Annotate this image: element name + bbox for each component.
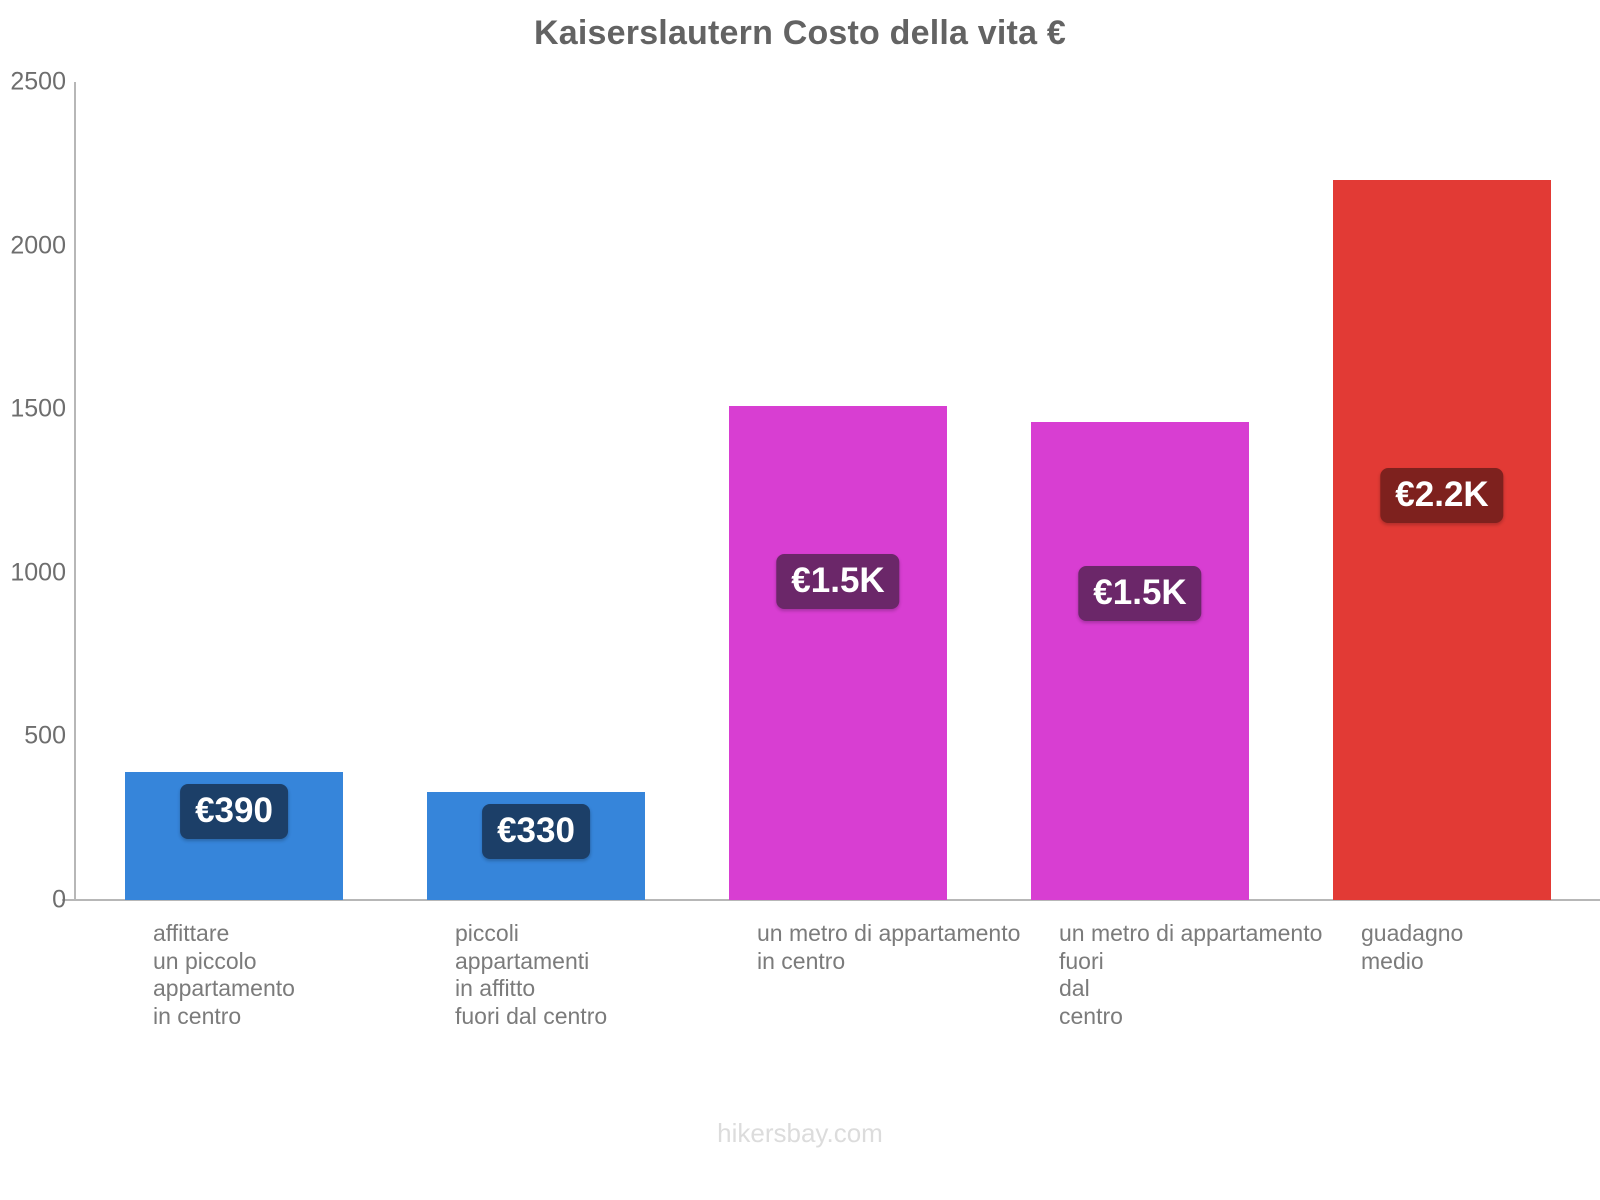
- y-axis-tick-mark: [70, 899, 78, 901]
- y-axis-tick-label: 2500: [10, 67, 66, 96]
- bar-value-label: €390: [180, 784, 288, 840]
- y-axis-line: [74, 82, 76, 900]
- y-axis-tick-label: 0: [52, 885, 66, 914]
- x-axis-category-label: guadagno medio: [1361, 920, 1464, 974]
- bar-rect: [729, 405, 947, 900]
- bar-rect: [1333, 180, 1551, 900]
- bar[interactable]: €1.5K: [729, 405, 947, 900]
- bar-value-label: €1.5K: [776, 554, 900, 610]
- bar[interactable]: €2.2K: [1333, 180, 1551, 900]
- bar[interactable]: €390: [125, 772, 343, 900]
- bar-rect: [1031, 422, 1249, 900]
- bar[interactable]: €330: [427, 792, 645, 900]
- x-axis-category-label: un metro di appartamento fuori dal centr…: [1059, 920, 1323, 1029]
- footer-credit: hikersbay.com: [717, 1118, 883, 1148]
- y-axis-tick-label: 1000: [10, 558, 66, 587]
- y-axis-tick-label: 2000: [10, 231, 66, 260]
- bar-value-label: €2.2K: [1380, 468, 1504, 524]
- x-axis-category-label: piccoli appartamenti in affitto fuori da…: [455, 920, 608, 1029]
- x-axis-category-label: affittare un piccolo appartamento in cen…: [153, 920, 295, 1029]
- y-axis-tick-label: 500: [24, 721, 66, 750]
- chart-title: Kaiserslautern Costo della vita €: [534, 14, 1066, 52]
- x-axis-line: [62, 899, 1600, 901]
- bar[interactable]: €1.5K: [1031, 422, 1249, 900]
- bar-value-label: €330: [482, 804, 590, 860]
- x-axis-category-label: un metro di appartamento in centro: [757, 920, 1021, 974]
- y-axis-tick-label: 1500: [10, 394, 66, 423]
- bar-value-label: €1.5K: [1078, 565, 1202, 621]
